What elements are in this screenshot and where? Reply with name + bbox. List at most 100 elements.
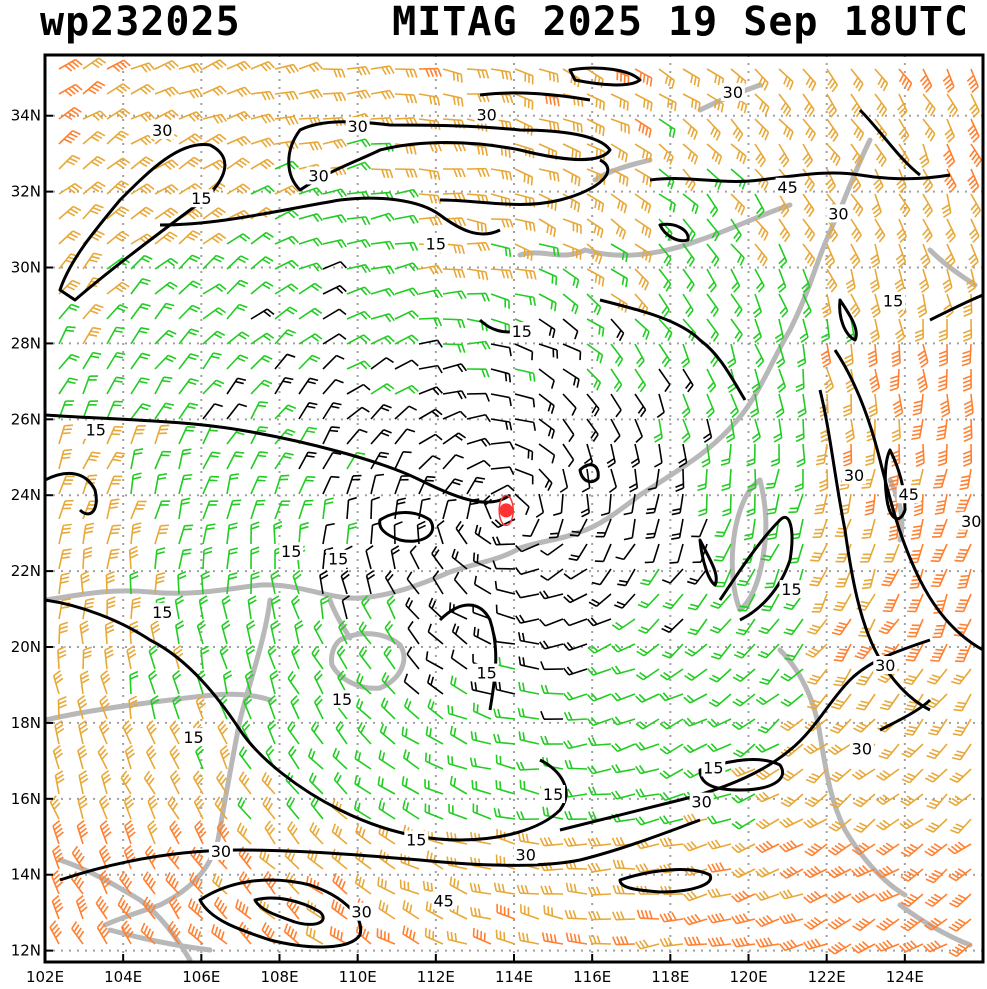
wind-barb	[82, 131, 106, 145]
wind-barb	[634, 816, 660, 826]
wind-barb	[274, 376, 294, 395]
wind-barb	[924, 843, 948, 857]
lon-tick-label: 108E	[260, 968, 298, 986]
wind-barb	[845, 268, 856, 293]
wind-barb	[313, 695, 324, 720]
wind-barb	[731, 718, 756, 731]
contour-label: 30	[723, 83, 743, 102]
wind-barb	[608, 468, 618, 493]
wind-barb	[129, 570, 139, 595]
wind-barb	[820, 318, 831, 343]
wind-barb	[562, 243, 582, 260]
wind-barb	[274, 63, 299, 74]
wind-barb	[490, 343, 512, 357]
wind-barb	[517, 832, 540, 845]
wind-barb	[82, 57, 107, 70]
wind-barb	[675, 468, 685, 492]
wind-barb	[226, 110, 251, 122]
wind-barb	[856, 668, 876, 686]
wind-barb	[216, 770, 228, 795]
wind-barb	[400, 853, 420, 870]
wind-barb	[82, 203, 104, 220]
wind-barb	[310, 796, 324, 820]
wind-barb	[120, 920, 134, 945]
wind-barb	[298, 521, 309, 545]
wind-barb	[644, 543, 660, 564]
wind-barb	[270, 595, 281, 620]
lat-tick-label: 20N	[11, 638, 41, 656]
wind-barb	[370, 429, 392, 445]
wind-barb	[540, 661, 564, 671]
wind-barb	[202, 254, 225, 270]
wind-barb	[737, 593, 756, 612]
wind-barb	[219, 744, 231, 770]
wind-barb	[250, 256, 274, 270]
wind-barb	[202, 500, 219, 520]
wind-barb	[219, 644, 229, 670]
wind-barb	[130, 500, 147, 520]
wind-barb	[945, 218, 956, 243]
wind-barb	[732, 693, 756, 707]
wind-barb	[942, 68, 955, 93]
wind-barb	[200, 570, 211, 595]
wind-barb	[944, 168, 957, 193]
contour-label: 15	[883, 292, 903, 311]
wind-barb	[548, 518, 564, 539]
wind-barb	[472, 552, 492, 570]
wind-barb	[274, 404, 297, 420]
wind-barb	[731, 890, 756, 903]
wind-barb	[795, 418, 805, 443]
wind-barb	[658, 368, 671, 393]
wind-barb	[562, 691, 588, 701]
wind-barb	[130, 327, 150, 345]
wind-barb	[307, 748, 324, 770]
wind-barb	[106, 498, 120, 520]
wind-barb	[402, 749, 420, 770]
wind-barb	[427, 698, 444, 720]
wind-barb	[165, 872, 180, 895]
wind-barb	[394, 450, 412, 470]
contour-label: 15	[476, 664, 496, 683]
wind-barb	[914, 318, 924, 342]
wind-barb	[154, 450, 172, 470]
wind-barb	[58, 499, 74, 520]
wind-barb	[864, 443, 876, 467]
wind-barb	[823, 368, 835, 394]
wind-barb	[250, 113, 275, 124]
wind-barb	[952, 718, 972, 737]
contour-label: 30	[476, 106, 496, 125]
wind-barb	[538, 268, 558, 286]
wind-barb	[659, 718, 684, 730]
wind-barb	[178, 254, 201, 270]
wind-barb	[606, 443, 616, 468]
wind-barb	[130, 62, 156, 73]
wind-barb	[820, 343, 832, 368]
wind-barb	[875, 889, 900, 902]
wind-barb	[142, 896, 156, 920]
wind-barb	[563, 740, 588, 750]
wind-barb	[490, 466, 515, 476]
wind-barb	[106, 304, 128, 320]
wind-barb	[926, 743, 948, 760]
wind-barb	[466, 268, 489, 281]
wind-barb	[189, 872, 204, 895]
wind-barb	[950, 668, 972, 685]
wind-barb	[842, 443, 853, 467]
wind-barb	[944, 118, 955, 143]
wind-barb	[658, 343, 671, 368]
wind-barb	[346, 474, 362, 495]
wind-barb	[937, 368, 948, 392]
wind-barb	[355, 923, 372, 945]
wind-barb	[538, 218, 557, 238]
wind-barb	[432, 570, 444, 595]
wind-barb	[52, 744, 64, 770]
wind-barb	[647, 468, 660, 491]
wind-barb	[154, 524, 170, 545]
wind-barb	[442, 410, 467, 420]
wind-barb	[681, 393, 691, 418]
wind-barb	[226, 183, 251, 195]
wind-barb	[559, 468, 569, 493]
wind-barb	[390, 545, 400, 570]
wind-barb	[683, 936, 708, 946]
wind-barb	[706, 368, 717, 393]
